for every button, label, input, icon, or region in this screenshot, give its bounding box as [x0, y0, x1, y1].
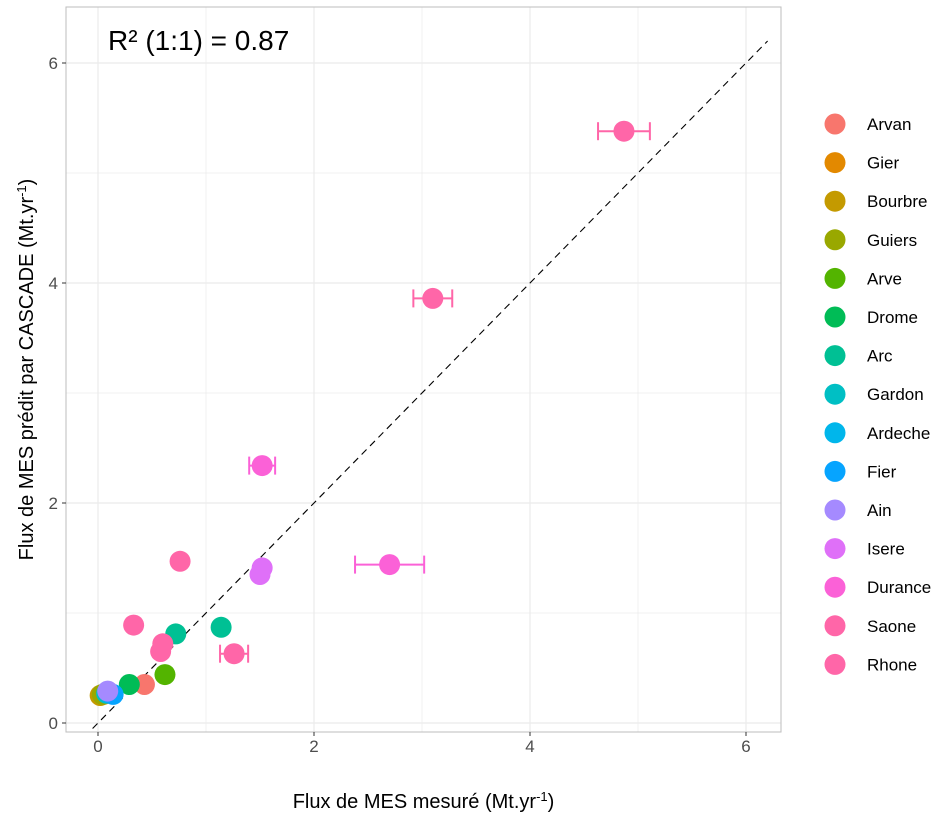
data-point — [169, 550, 191, 572]
data-point — [118, 674, 140, 695]
x-axis-title-end: ) — [548, 791, 555, 813]
plot-panel — [66, 7, 781, 732]
data-point — [123, 614, 145, 636]
data-point — [613, 120, 635, 142]
y-axis-title-text: Flux de MES prédit par CASCADE (Mt.yr — [16, 197, 38, 561]
legend-label: Rhone — [867, 655, 917, 674]
data-point — [422, 287, 444, 309]
data-point — [249, 564, 271, 585]
data-point — [379, 554, 401, 576]
legend-key — [824, 383, 846, 405]
legend-label: Drome — [867, 308, 918, 327]
grid — [66, 7, 781, 732]
legend-key — [824, 460, 846, 482]
x-tick-label: 6 — [741, 737, 750, 756]
legend-key — [824, 615, 846, 637]
legend-label: Arve — [867, 269, 902, 288]
legend-key — [824, 267, 846, 289]
reference-line-layer — [92, 40, 768, 729]
data-point-layer — [89, 120, 635, 706]
y-tick-label: 0 — [49, 714, 58, 733]
r-squared-annotation: R² (1:1) = 0.87 — [108, 25, 289, 56]
tick-layer: 0 2 4 6 0 2 4 6 — [49, 54, 751, 756]
data-point — [210, 616, 232, 638]
data-point — [97, 680, 119, 702]
legend-key — [824, 653, 846, 675]
y-axis-title-end: ) — [16, 179, 38, 186]
x-axis-title-sup: -1 — [536, 789, 548, 804]
legend-label: Fier — [867, 462, 897, 481]
legend-label: Guiers — [867, 231, 917, 250]
plot-border — [65, 6, 782, 733]
legend-key — [824, 113, 846, 135]
y-tick-label: 4 — [49, 274, 58, 293]
legend-label: Gardon — [867, 385, 924, 404]
legend-key — [824, 576, 846, 598]
one-to-one-line — [92, 40, 768, 729]
y-tick-label: 6 — [49, 54, 58, 73]
legend: Arvan Gier Bourbre Guiers Arve Drome Arc Gardon… — [824, 113, 931, 675]
x-tick-label: 2 — [309, 737, 318, 756]
x-tick-label: 4 — [525, 737, 534, 756]
x-axis-title-text: Flux de MES mesuré (Mt.yr — [293, 791, 537, 813]
data-point — [150, 641, 172, 662]
y-tick-label: 2 — [49, 494, 58, 513]
legend-key — [824, 306, 846, 328]
x-tick-label: 0 — [93, 737, 102, 756]
legend-label: Ardeche — [867, 424, 930, 443]
legend-key — [824, 499, 846, 521]
legend-key — [824, 229, 846, 251]
legend-label: Isere — [867, 540, 905, 559]
legend-label: Arvan — [867, 115, 911, 134]
legend-label: Durance — [867, 578, 931, 597]
legend-label: Saone — [867, 617, 916, 636]
legend-label: Gier — [867, 154, 899, 173]
y-axis-title: Flux de MES prédit par CASCADE (Mt.yr-1) — [14, 179, 39, 561]
data-point — [154, 664, 176, 686]
legend-key — [824, 345, 846, 367]
legend-label: Arc — [867, 347, 893, 366]
data-point — [133, 674, 155, 695]
x-axis-title: Flux de MES mesuré (Mt.yr-1) — [293, 789, 555, 814]
legend-label: Ain — [867, 501, 892, 520]
y-axis-title-sup: -1 — [14, 185, 29, 197]
legend-key — [824, 152, 846, 174]
legend-label: Bourbre — [867, 192, 927, 211]
legend-key — [824, 422, 846, 444]
legend-key — [824, 538, 846, 560]
data-point — [251, 455, 273, 477]
legend-key — [824, 190, 846, 212]
data-point — [223, 643, 245, 665]
